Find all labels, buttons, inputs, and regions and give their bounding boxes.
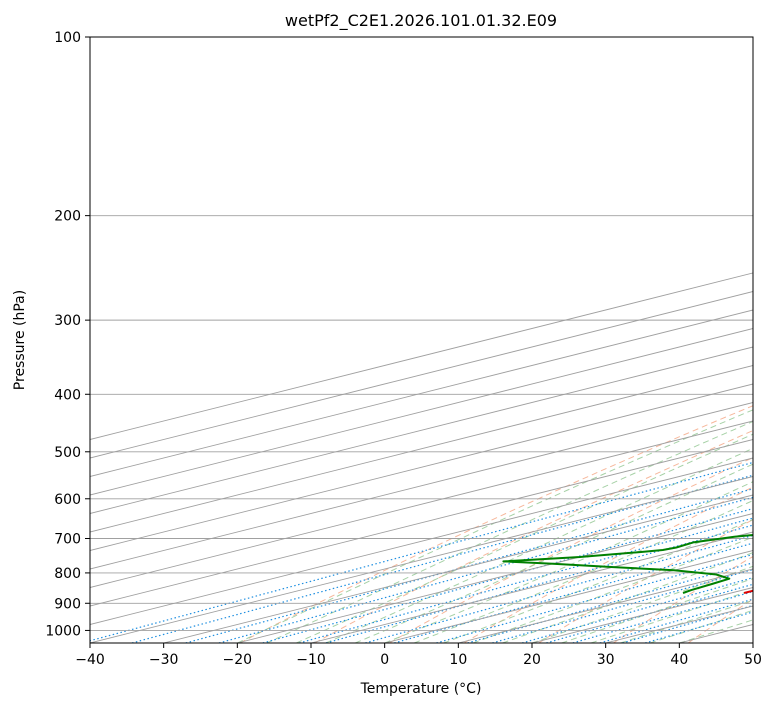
mixing-ratio-line	[467, 562, 753, 643]
isotherm	[752, 642, 753, 643]
isotherm	[90, 457, 753, 625]
x-tick-label: 10	[449, 652, 467, 668]
x-tick-label: −40	[75, 652, 105, 668]
moist-adiabat	[443, 518, 753, 643]
isotherm	[90, 328, 753, 496]
x-tick-label: −10	[296, 652, 326, 668]
profile-series	[502, 534, 753, 594]
isotherm	[90, 402, 753, 570]
isotherm	[90, 309, 753, 477]
isotherm	[163, 494, 753, 643]
moist-adiabat	[502, 552, 753, 643]
mixing-ratio-line	[299, 517, 753, 643]
isotherm	[531, 587, 753, 643]
y-tick-label: 800	[54, 566, 81, 582]
moist-adiabat	[296, 433, 753, 643]
moist-adiabat	[620, 599, 753, 643]
moist-adiabat	[355, 463, 753, 643]
x-tick-label: 20	[523, 652, 541, 668]
mixing-ratio-line	[599, 598, 753, 643]
isotherm	[90, 476, 753, 643]
chart-title: wetPf2_C2E1.2026.101.01.32.E09	[285, 11, 557, 31]
isotherm	[384, 550, 753, 643]
y-tick-label: 600	[54, 492, 81, 508]
dewpoint-profile	[502, 534, 753, 594]
isotherm	[90, 346, 753, 514]
isotherm	[90, 291, 753, 459]
isotherm	[310, 531, 753, 643]
dry-adiabat	[239, 405, 753, 643]
y-tick-label: 1000	[45, 623, 81, 639]
dry-adiabat	[763, 37, 775, 643]
dry-adiabat	[463, 486, 753, 643]
y-tick-label: 300	[54, 313, 81, 329]
moist-adiabat	[679, 619, 753, 643]
isotherm	[90, 365, 753, 533]
moist-adiabat	[531, 565, 753, 643]
x-tick-label: −30	[149, 652, 179, 668]
mixing-ratio-line	[218, 496, 753, 643]
mixing-ratio-line	[90, 461, 753, 642]
background-lines	[90, 37, 775, 643]
moist-adiabat	[325, 447, 753, 643]
x-tick-label: 0	[380, 652, 389, 668]
x-tick-label: 40	[670, 652, 688, 668]
moist-adiabat	[590, 589, 753, 643]
isotherm	[90, 420, 753, 588]
mixing-ratio-line	[365, 534, 753, 643]
x-axis-label: Temperature (°C)	[360, 681, 482, 697]
moist-adiabat	[649, 609, 753, 643]
y-tick-label: 100	[54, 30, 81, 46]
moist-adiabat	[413, 500, 753, 643]
isotherm	[237, 513, 753, 643]
isotherm	[90, 383, 753, 551]
dry-adiabat	[687, 598, 753, 643]
mixing-ratio-line	[325, 524, 753, 643]
dry-adiabat	[538, 519, 753, 643]
moist-adiabat	[237, 409, 753, 643]
x-tick-label: −20	[223, 652, 253, 668]
y-tick-label: 900	[54, 596, 81, 612]
plot-frame	[89, 36, 754, 644]
y-tick-label: 400	[54, 387, 81, 403]
dry-adiabat	[389, 456, 753, 643]
mixing-ratio-line	[645, 611, 753, 643]
mixing-ratio-line	[436, 553, 753, 643]
moist-adiabat	[266, 420, 753, 643]
y-axis-label: Pressure (hPa)	[12, 290, 28, 390]
y-tick-label: 700	[54, 532, 81, 548]
isotherm	[90, 439, 753, 607]
mixing-ratio-line	[262, 507, 753, 643]
mixing-ratio-line	[622, 604, 753, 643]
isotherm	[90, 272, 753, 440]
moist-adiabat	[384, 481, 753, 643]
y-tick-label: 500	[54, 445, 81, 461]
axis-ticks: −40 −30 −20 −10 0 10 20 30 40 50 100 200 300 400 500 60…	[45, 30, 762, 668]
isotherm	[458, 568, 753, 643]
x-tick-label: 50	[744, 652, 762, 668]
temperature-profile	[743, 589, 753, 594]
x-tick-label: 30	[597, 652, 615, 668]
y-tick-label: 200	[54, 209, 81, 225]
